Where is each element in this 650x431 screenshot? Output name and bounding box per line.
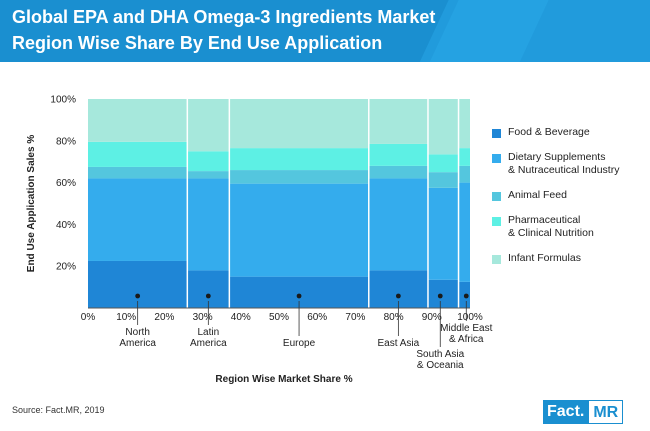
region-label-line: & Oceania bbox=[417, 360, 464, 371]
region-label-line: America bbox=[119, 338, 156, 349]
segment-0-2 bbox=[88, 166, 188, 179]
region-marker bbox=[205, 293, 211, 299]
legend-item: Dietary Supplements & Nutraceutical Indu… bbox=[492, 151, 642, 177]
segment-2-2 bbox=[229, 170, 369, 184]
region-marker bbox=[135, 293, 141, 299]
region-label-line: Latin bbox=[197, 327, 219, 338]
region-marker bbox=[296, 293, 302, 299]
legend-item: Pharmaceutical & Clinical Nutrition bbox=[492, 214, 642, 240]
legend-swatch bbox=[492, 192, 501, 201]
logo-part-1: Fact. bbox=[543, 400, 589, 424]
segment-5-2 bbox=[458, 165, 470, 183]
segment-1-2 bbox=[187, 171, 230, 179]
region-label: North America bbox=[119, 327, 156, 349]
segment-5-3 bbox=[458, 148, 470, 166]
segment-5-4 bbox=[458, 99, 470, 149]
region-label-line: & Africa bbox=[449, 334, 484, 345]
segment-0-0 bbox=[88, 260, 188, 308]
x-tick-label: 30% bbox=[193, 312, 213, 323]
x-tick-label: 70% bbox=[345, 312, 365, 323]
source-note: Source: Fact.MR, 2019 bbox=[12, 405, 105, 415]
x-tick-label: 60% bbox=[307, 312, 327, 323]
title-banner: Global EPA and DHA Omega-3 Ingredients M… bbox=[0, 0, 650, 62]
segment-3-4 bbox=[368, 99, 428, 144]
segment-2-1 bbox=[229, 183, 369, 277]
chart-title-line-1: Global EPA and DHA Omega-3 Ingredients M… bbox=[12, 7, 436, 27]
legend-swatch bbox=[492, 255, 501, 264]
legend-label: Infant Formulas bbox=[508, 252, 581, 264]
chart-title-line-2: Region Wise Share By End Use Application bbox=[12, 33, 383, 53]
segment-4-4 bbox=[427, 99, 459, 155]
segment-3-3 bbox=[368, 143, 428, 166]
legend-label: Dietary Supplements & Nutraceutical Indu… bbox=[508, 151, 620, 176]
y-tick-label: 60% bbox=[56, 178, 76, 189]
legend-swatch bbox=[492, 154, 501, 163]
region-label-line: North bbox=[125, 327, 149, 338]
mekko-chart: 20% 40% 60% 80% 100% 0% 10% 20% 30% 40% 50% 60% 70% 8… bbox=[26, 95, 493, 386]
x-tick-label: 100% bbox=[457, 312, 483, 323]
chart-legend: Food & Beverage Dietary Supplements & Nut… bbox=[492, 126, 642, 277]
x-tick-label: 80% bbox=[384, 312, 404, 323]
segment-5-1 bbox=[458, 182, 470, 282]
segment-3-1 bbox=[368, 178, 428, 271]
region-label-line: America bbox=[190, 338, 227, 349]
legend-label: Animal Feed bbox=[508, 189, 567, 201]
x-tick-label: 0% bbox=[81, 312, 96, 323]
region-marker bbox=[395, 293, 401, 299]
x-tick-label: 40% bbox=[231, 312, 251, 323]
x-axis-label: Region Wise Market Share % bbox=[215, 374, 352, 385]
legend-item: Animal Feed bbox=[492, 189, 642, 202]
legend-label: Food & Beverage bbox=[508, 126, 590, 138]
segment-1-4 bbox=[187, 99, 230, 152]
y-axis-label: End Use Application Sales % bbox=[26, 135, 37, 273]
logo-part-2: MR bbox=[588, 400, 624, 424]
y-tick-label: 80% bbox=[56, 136, 76, 147]
y-tick-label: 20% bbox=[56, 262, 76, 273]
y-tick-label: 40% bbox=[56, 220, 76, 231]
segment-2-4 bbox=[229, 99, 369, 149]
region-label-line: Europe bbox=[283, 338, 316, 349]
region-label: Latin America bbox=[190, 327, 227, 349]
x-tick-label: 50% bbox=[269, 312, 289, 323]
segment-4-0 bbox=[427, 279, 459, 308]
x-tick-label: 10% bbox=[116, 312, 136, 323]
region-label: East Asia bbox=[378, 338, 420, 349]
legend-swatch bbox=[492, 129, 501, 138]
segment-0-1 bbox=[88, 178, 188, 261]
segment-0-3 bbox=[88, 141, 188, 167]
segment-0-4 bbox=[88, 99, 188, 142]
x-tick-label: 90% bbox=[422, 312, 442, 323]
segment-3-2 bbox=[368, 165, 428, 179]
segment-2-3 bbox=[229, 148, 369, 171]
chart-title: Global EPA and DHA Omega-3 Ingredients M… bbox=[12, 4, 612, 56]
region-label: Europe bbox=[283, 338, 316, 349]
region-label-line: South Asia bbox=[416, 349, 464, 360]
y-tick-label: 100% bbox=[50, 95, 76, 106]
legend-item: Infant Formulas bbox=[492, 252, 642, 265]
region-marker bbox=[437, 293, 443, 299]
segment-1-3 bbox=[187, 151, 230, 172]
segment-4-3 bbox=[427, 154, 459, 173]
segment-4-2 bbox=[427, 172, 459, 188]
region-label: Middle East & Africa bbox=[440, 323, 492, 345]
factmr-logo: Fact. MR bbox=[543, 400, 624, 424]
region-marker bbox=[463, 293, 469, 299]
legend-swatch bbox=[492, 217, 501, 226]
segment-1-1 bbox=[187, 178, 230, 271]
segment-4-1 bbox=[427, 187, 459, 280]
legend-label: Pharmaceutical & Clinical Nutrition bbox=[508, 214, 594, 239]
region-label: South Asia & Oceania bbox=[416, 349, 464, 371]
legend-item: Food & Beverage bbox=[492, 126, 642, 139]
region-label-line: Middle East bbox=[440, 323, 492, 334]
x-tick-label: 20% bbox=[154, 312, 174, 323]
region-label-line: East Asia bbox=[378, 338, 420, 349]
